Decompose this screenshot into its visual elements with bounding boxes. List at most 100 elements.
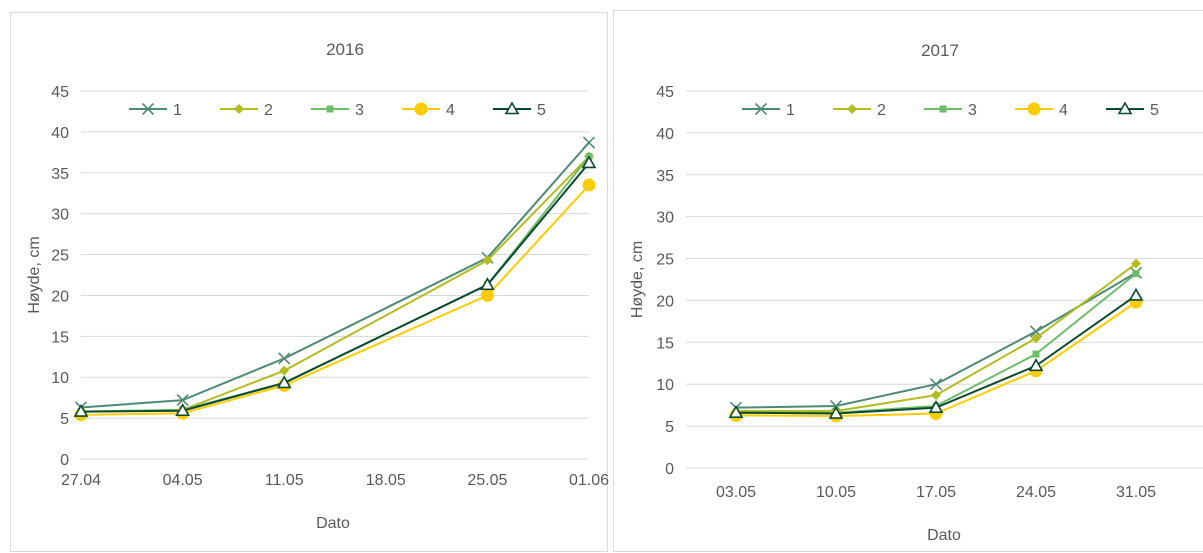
- data-point: [480, 288, 494, 302]
- y-tick-label: 5: [60, 411, 69, 428]
- legend-label: 1: [173, 102, 182, 119]
- x-axis-label: Dato: [316, 515, 350, 532]
- legend-marker: [939, 105, 947, 113]
- y-tick-label: 0: [665, 461, 674, 478]
- series-line: [80, 155, 590, 413]
- series-5: [73, 155, 597, 417]
- y-tick-label: 10: [656, 377, 674, 394]
- series-line: [80, 162, 590, 413]
- y-tick-label: 35: [656, 168, 674, 185]
- data-point: [480, 277, 495, 291]
- data-point: [1031, 333, 1041, 344]
- y-tick-label: 5: [665, 419, 674, 436]
- y-tick-label: 25: [51, 248, 69, 265]
- chart-title: 2016: [326, 40, 364, 59]
- y-tick-label: 0: [60, 452, 69, 469]
- legend-label: 3: [355, 102, 364, 119]
- legend-label: 5: [537, 102, 546, 119]
- y-axis-label: Høyde, cm: [629, 241, 646, 318]
- data-point: [931, 390, 941, 401]
- data-point: [582, 178, 596, 192]
- y-tick-label: 40: [656, 126, 674, 143]
- legend-marker: [847, 104, 857, 114]
- series-3: [77, 152, 593, 416]
- data-point: [1032, 350, 1040, 358]
- legend: 1 2 3 4 5: [742, 101, 1159, 119]
- series-2: [731, 258, 1141, 417]
- data-point: [928, 400, 944, 413]
- series-line: [80, 141, 590, 409]
- data-point: [828, 405, 844, 419]
- data-point: [175, 403, 190, 417]
- x-tick-label: 24.05: [1016, 484, 1056, 501]
- y-tick-label: 20: [656, 293, 674, 310]
- series-line: [80, 184, 590, 416]
- y-tick-label: 30: [51, 207, 69, 224]
- data-point: [1132, 270, 1140, 278]
- x-tick-label: 27.04: [61, 472, 101, 489]
- data-point: [1028, 358, 1044, 372]
- legend-label: 4: [446, 102, 455, 119]
- series-4: [74, 178, 596, 422]
- legend-marker: [1027, 102, 1041, 116]
- x-axis-label: Dato: [927, 527, 961, 544]
- gridlines: [686, 90, 1203, 469]
- x-tick-label: 04.05: [163, 472, 203, 489]
- data-point: [1128, 287, 1144, 301]
- data-point: [728, 405, 744, 419]
- x-tick-label: 25.05: [467, 472, 507, 489]
- series-1: [74, 136, 596, 414]
- series-line: [80, 155, 590, 413]
- y-tick-label: 25: [656, 252, 674, 269]
- data-point: [581, 155, 597, 169]
- chart-panel-2017: 2017 0 5 10 15 20 25 30 35 40 45 03.05 10.05 17.05 24.…: [613, 10, 1203, 552]
- legend-label: 4: [1059, 102, 1068, 119]
- gridlines: [81, 90, 589, 460]
- legend-marker: [1117, 101, 1133, 115]
- data-point: [278, 352, 291, 365]
- legend-label: 5: [1150, 102, 1159, 119]
- y-tick-label: 35: [51, 166, 69, 183]
- series-5: [728, 287, 1144, 419]
- legend-marker: [141, 102, 155, 116]
- legend-label: 3: [968, 102, 977, 119]
- legend-marker: [504, 101, 520, 115]
- x-tick-label: 17.05: [916, 484, 956, 501]
- y-tick-label: 20: [51, 288, 69, 305]
- data-point: [482, 255, 493, 266]
- legend-label: 2: [877, 102, 886, 119]
- y-tick-label: 45: [51, 84, 69, 101]
- y-tick-label: 15: [656, 335, 674, 352]
- legend-label: 2: [264, 102, 273, 119]
- chart-title: 2017: [921, 41, 959, 60]
- y-tick-label: 10: [51, 370, 69, 387]
- data-point: [176, 394, 189, 407]
- legend-marker: [754, 102, 768, 116]
- y-tick-label: 15: [51, 329, 69, 346]
- y-tick-label: 45: [656, 84, 674, 101]
- x-tick-label: 01.06: [569, 472, 609, 489]
- chart-panel-2016: 2016 0 5 10 15 20 25 30 35 40 45 27.04 04.05 11.05 18.…: [10, 12, 609, 552]
- data-point: [279, 365, 290, 376]
- y-tick-label: 40: [51, 125, 69, 142]
- series-line: [735, 271, 1137, 409]
- legend-marker: [414, 102, 428, 116]
- data-point: [73, 403, 89, 417]
- x-tick-label: 03.05: [716, 484, 756, 501]
- y-axis-label: Høyde, cm: [26, 236, 43, 313]
- x-tick-label: 31.05: [1116, 484, 1156, 501]
- legend: 1 2 3 4 5: [129, 101, 546, 119]
- x-tick-label: 10.05: [816, 484, 856, 501]
- data-point: [582, 136, 596, 149]
- data-point: [276, 375, 292, 389]
- legend-marker: [326, 105, 334, 113]
- y-tick-label: 30: [656, 210, 674, 227]
- data-point: [929, 378, 943, 391]
- legend-label: 1: [786, 102, 795, 119]
- data-point: [1131, 258, 1141, 269]
- x-tick-label: 18.05: [366, 472, 406, 489]
- x-tick-label: 11.05: [265, 472, 304, 489]
- legend-marker: [234, 104, 244, 114]
